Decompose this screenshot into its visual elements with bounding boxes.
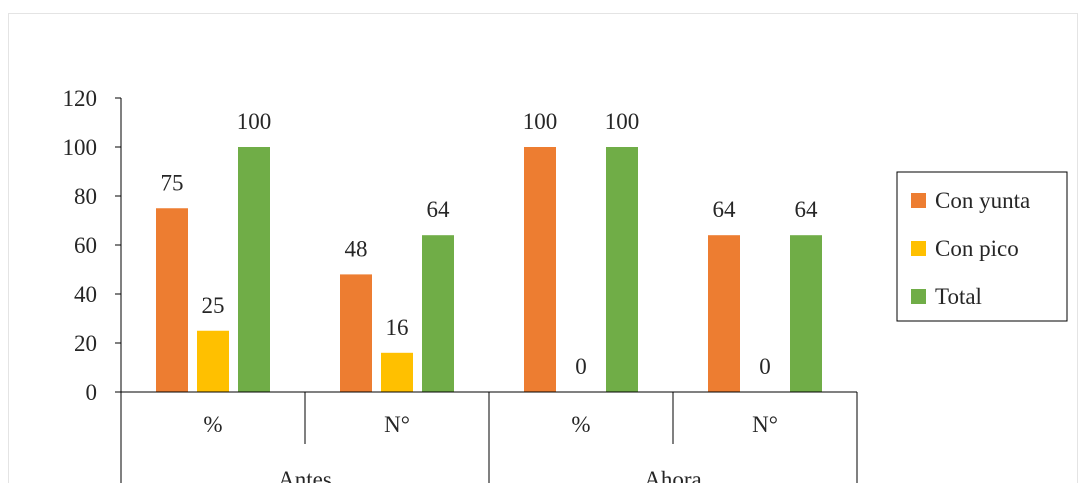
data-labels: 75 48 100 64 25 16 0 0 100 64 100 64 bbox=[161, 109, 819, 379]
x-group-label: Ahora bbox=[644, 467, 701, 483]
data-label: 64 bbox=[713, 197, 737, 222]
data-label: 25 bbox=[202, 293, 225, 318]
bar bbox=[340, 274, 372, 392]
y-tick-label: 120 bbox=[63, 86, 98, 111]
bar bbox=[708, 235, 740, 392]
y-tick-label: 20 bbox=[74, 331, 97, 356]
data-label: 48 bbox=[345, 236, 368, 261]
bar bbox=[606, 147, 638, 392]
y-tick-label: 40 bbox=[74, 282, 97, 307]
y-tick-label: 100 bbox=[63, 135, 98, 160]
legend-swatch bbox=[911, 193, 926, 208]
data-label: 100 bbox=[237, 109, 272, 134]
legend-label: Con pico bbox=[935, 236, 1019, 261]
x-axis: % N°% N° Antes Ahora bbox=[120, 391, 858, 483]
bar bbox=[381, 352, 413, 392]
y-tick-label: 0 bbox=[86, 380, 98, 405]
data-label: 16 bbox=[386, 315, 409, 340]
data-label: 75 bbox=[161, 170, 184, 195]
legend-label: Total bbox=[935, 284, 982, 309]
x-category-label: % bbox=[571, 412, 590, 437]
bar bbox=[156, 208, 188, 392]
x-category-label: % bbox=[203, 412, 222, 437]
legend-label: Con yunta bbox=[935, 188, 1030, 213]
data-label: 100 bbox=[523, 109, 558, 134]
data-label: 64 bbox=[427, 197, 451, 222]
bar bbox=[197, 330, 229, 392]
data-label: 0 bbox=[759, 354, 771, 379]
bar bbox=[238, 147, 270, 392]
bar bbox=[790, 235, 822, 392]
y-axis: 0 20 40 60 80 100 120 bbox=[63, 86, 122, 405]
x-category-label: N° bbox=[752, 412, 778, 437]
y-tick-label: 60 bbox=[74, 233, 97, 258]
bars bbox=[156, 147, 822, 392]
legend-swatch bbox=[911, 241, 926, 256]
y-tick-label: 80 bbox=[74, 184, 97, 209]
x-group-label: Antes bbox=[278, 467, 332, 483]
data-label: 64 bbox=[795, 197, 819, 222]
data-label: 100 bbox=[605, 109, 640, 134]
x-category-label: N° bbox=[384, 412, 410, 437]
legend-swatch bbox=[911, 289, 926, 304]
bar bbox=[524, 147, 556, 392]
bar bbox=[422, 235, 454, 392]
data-label: 0 bbox=[575, 354, 587, 379]
legend: Con yunta Con pico Total bbox=[896, 171, 1068, 322]
